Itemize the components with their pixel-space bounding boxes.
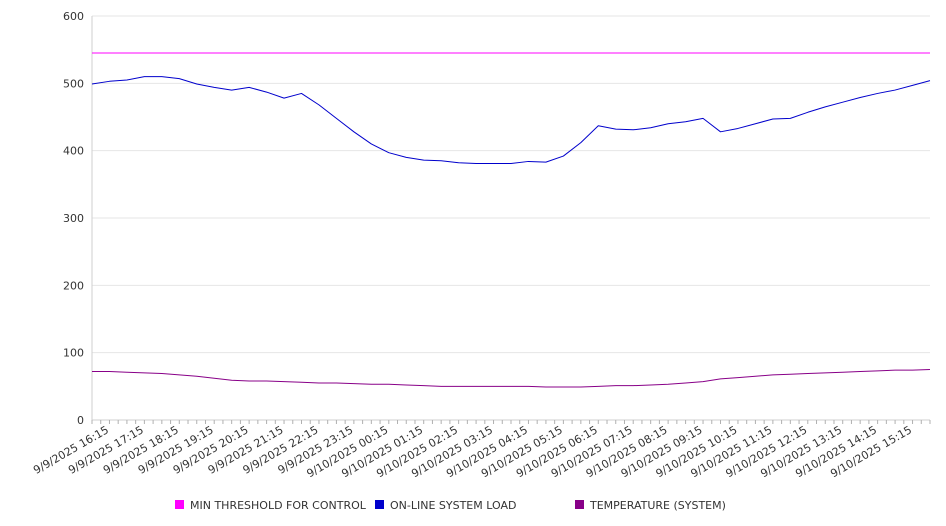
series-line-3 xyxy=(92,369,931,388)
y-axis: 0 100 200 300 400 500 600 xyxy=(63,10,93,427)
legend-label: TEMPERATURE (SYSTEM) xyxy=(589,499,726,512)
y-tick-label: 500 xyxy=(63,77,84,90)
legend-swatch xyxy=(175,500,184,509)
y-tick-label: 600 xyxy=(63,10,84,23)
grid-lines xyxy=(92,15,930,354)
legend: MIN THRESHOLD FOR CONTROL ON-LINE SYSTEM … xyxy=(175,499,726,512)
y-tick-label: 300 xyxy=(63,212,84,225)
y-tick-label: 400 xyxy=(63,145,84,158)
legend-swatch xyxy=(575,500,584,509)
legend-label: ON-LINE SYSTEM LOAD xyxy=(390,499,516,512)
legend-swatch xyxy=(375,500,384,509)
y-tick-label: 200 xyxy=(63,279,84,292)
y-tick-label: 0 xyxy=(77,414,84,427)
series-line-2 xyxy=(91,76,931,164)
series-lines xyxy=(91,52,931,388)
legend-label: MIN THRESHOLD FOR CONTROL xyxy=(190,499,367,512)
y-tick-label: 100 xyxy=(63,347,84,360)
x-axis: 9/9/2025 16:159/9/2025 17:159/9/2025 18:… xyxy=(31,419,931,480)
